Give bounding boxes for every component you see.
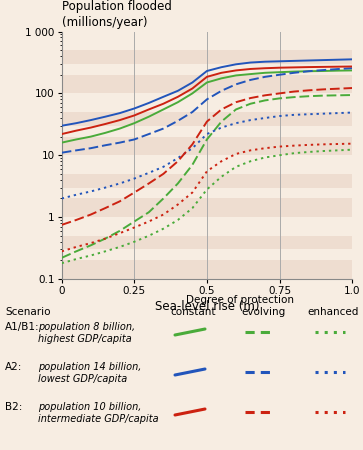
Text: A2:: A2: xyxy=(5,362,23,372)
Text: constant: constant xyxy=(170,307,216,317)
Text: Degree of protection: Degree of protection xyxy=(186,295,294,305)
Text: population 8 billion,
highest GDP/capita: population 8 billion, highest GDP/capita xyxy=(38,322,135,344)
Bar xyxy=(62,112,352,126)
Bar xyxy=(62,261,352,279)
Text: A1/B1:: A1/B1: xyxy=(5,322,40,332)
Text: population 10 billion,
intermediate GDP/capita: population 10 billion, intermediate GDP/… xyxy=(38,402,159,424)
Bar xyxy=(62,174,352,188)
Bar xyxy=(62,137,352,155)
Bar xyxy=(62,75,352,94)
X-axis label: Sea-level rise (m): Sea-level rise (m) xyxy=(155,300,259,313)
Bar xyxy=(62,50,352,64)
Text: Population flooded
(millions/year): Population flooded (millions/year) xyxy=(62,0,172,29)
Bar xyxy=(62,198,352,217)
Bar xyxy=(62,236,352,249)
Text: B2:: B2: xyxy=(5,402,23,412)
Text: population 14 billion,
lowest GDP/capita: population 14 billion, lowest GDP/capita xyxy=(38,362,141,384)
Text: evolving: evolving xyxy=(241,307,285,317)
Text: enhanced: enhanced xyxy=(307,307,359,317)
Text: Scenario: Scenario xyxy=(5,307,50,317)
